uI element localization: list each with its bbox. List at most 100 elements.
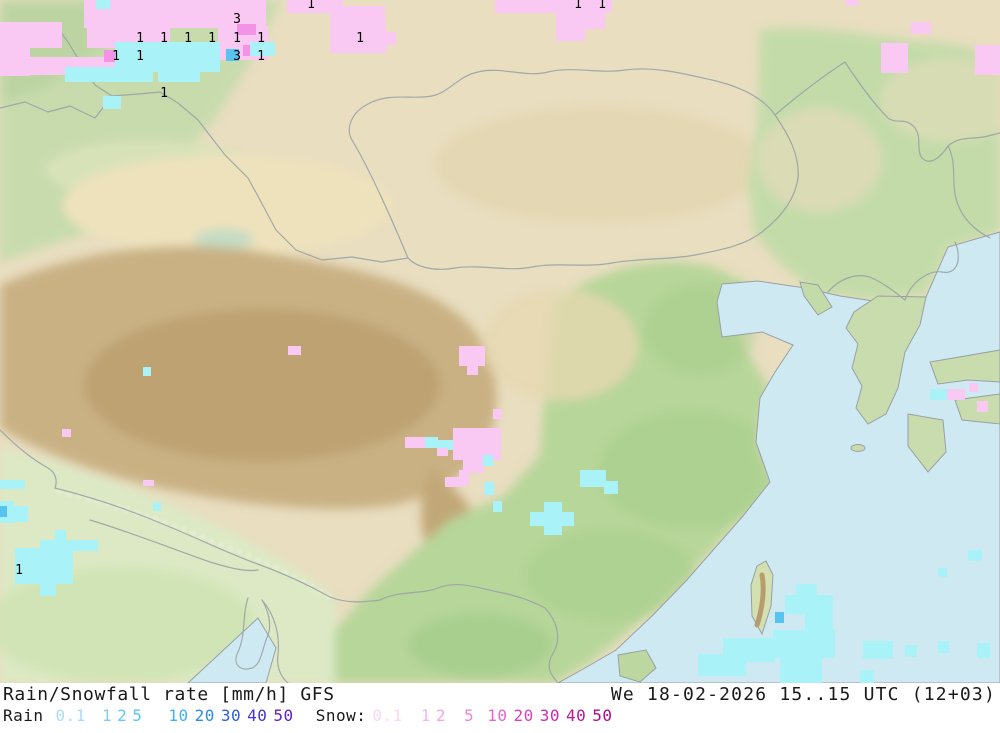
- precip-cell-rain: [604, 481, 618, 494]
- precip-cell-rain2: [775, 612, 784, 623]
- precip-cell-snow: [62, 429, 71, 437]
- footer: Rain/Snowfall rate [mm/h] GFS We 18-02-2…: [0, 683, 1000, 733]
- precipitation-layer: [0, 0, 1000, 683]
- map-value-label: 1: [598, 0, 606, 12]
- precip-cell-snow: [911, 22, 931, 34]
- precip-cell-rain: [863, 641, 893, 659]
- precip-cell-snow: [445, 477, 461, 487]
- map-value-label: 1: [307, 0, 315, 12]
- map-value-label: 1: [15, 563, 23, 578]
- precip-cell-rain: [773, 630, 835, 658]
- precip-cell-rain: [484, 482, 494, 495]
- precip-cell-snow: [288, 346, 301, 355]
- map-value-label: 1: [356, 31, 364, 46]
- snow-label: Snow:: [315, 706, 367, 725]
- precip-cell-snow: [969, 383, 978, 392]
- snow-scale: 0.1 1 2 5 10 20 30 40 50: [366, 706, 612, 725]
- precip-cell-snow: [143, 480, 154, 486]
- precip-cell-snow2: [243, 45, 256, 56]
- precip-cell-snow: [975, 45, 1000, 75]
- precip-cell-rain: [143, 367, 151, 376]
- precip-cell-snow: [846, 0, 858, 6]
- precip-cell-snow: [330, 6, 385, 22]
- himalaya-snow-caps: [57, 490, 333, 601]
- precip-cell-rain: [483, 455, 493, 466]
- islands-layer: [617, 281, 1000, 683]
- precip-cell-snow: [228, 0, 266, 28]
- legend-value: 1: [101, 706, 113, 725]
- precip-cell-rain: [938, 568, 947, 577]
- precip-cell-rain: [968, 550, 982, 561]
- legend-value: 2: [435, 706, 447, 725]
- precip-cell-snow: [463, 455, 484, 473]
- precip-cell-rain: [938, 641, 949, 653]
- legend-value: 30: [220, 706, 242, 725]
- precip-cell-snow: [977, 401, 988, 412]
- map-value-label: 1: [112, 49, 120, 64]
- legend-value: 1: [420, 706, 431, 725]
- precip-cell-rain: [493, 501, 502, 512]
- legend-value: 10: [168, 706, 189, 725]
- precip-cell-rain2: [226, 49, 239, 61]
- precip-cell-rain: [930, 389, 948, 400]
- legend-value: 20: [194, 706, 215, 725]
- map-datetime: We 18-02-2026 15..15 UTC (12+03): [610, 684, 996, 705]
- precip-cell-rain: [785, 595, 833, 614]
- precip-cell-snow: [459, 346, 485, 366]
- map-image: 1 1 1 3 1 1 1 1 1 1 1 1 1 3 1 1 1: [0, 0, 1000, 683]
- rain-scale: 0.1 1 2 5 10 20 30 40 50: [44, 706, 294, 725]
- precip-cell-rain: [153, 502, 161, 511]
- precip-cell-snow: [467, 366, 478, 375]
- legend-value: 20: [513, 706, 534, 725]
- precip-cell-snow: [0, 22, 62, 48]
- footer-title-row: Rain/Snowfall rate [mm/h] GFS We 18-02-2…: [3, 684, 996, 706]
- legend-value: 10: [487, 706, 508, 725]
- precip-cell-rain: [796, 584, 817, 595]
- map-value-label: 1: [257, 49, 265, 64]
- precip-cell-rain: [40, 582, 56, 596]
- precip-cell-rain: [96, 0, 110, 9]
- precip-cell-rain: [425, 437, 438, 448]
- legend-value: 0.1: [55, 706, 86, 725]
- precip-cell-rain: [805, 612, 833, 630]
- precip-cell-snow: [947, 389, 965, 400]
- precip-cell-rain: [250, 42, 275, 56]
- map-value-label: 3: [233, 49, 241, 64]
- precip-cell-snow: [453, 428, 501, 460]
- map-value-label: 1: [257, 31, 265, 46]
- rain-label: Rain: [3, 706, 44, 725]
- precip-cell-rain: [437, 440, 453, 450]
- precip-cell-snow: [600, 0, 612, 9]
- map-value-label: 1: [136, 31, 144, 46]
- precip-cell-rain: [780, 656, 822, 683]
- precip-cell-rain: [40, 540, 98, 551]
- legend-value: 40: [565, 706, 587, 725]
- precip-cell-snow: [459, 470, 469, 486]
- precip-cell-rain: [0, 480, 25, 489]
- map-value-label: 1: [574, 0, 582, 12]
- map-value-label: 1: [136, 49, 144, 64]
- precip-cell-rain: [977, 643, 990, 658]
- precip-cell-rain: [158, 70, 200, 82]
- legend-value: 50: [592, 706, 613, 725]
- map-value-label: 1: [160, 86, 168, 101]
- precip-cell-snow: [330, 22, 386, 53]
- precip-cell-rain: [65, 67, 153, 82]
- precip-cell-snow: [493, 409, 502, 419]
- map-values-layer: 1 1 1 3 1 1 1 1 1 1 1 1 1 3 1 1 1: [15, 0, 606, 578]
- precip-cell-snow: [585, 12, 605, 29]
- legend-value: 2: [117, 706, 128, 725]
- map-value-label: 1: [233, 31, 241, 46]
- precip-cell-rain2: [0, 506, 7, 517]
- precip-cell-snow: [405, 437, 428, 448]
- legend-value: 5: [132, 706, 143, 725]
- precip-cell-rain: [15, 548, 73, 584]
- precip-cell-snow: [556, 12, 585, 41]
- precip-cell-rain: [544, 502, 562, 535]
- precip-cell-snow: [437, 448, 448, 456]
- legend-value: 40: [247, 706, 268, 725]
- precip-cell-snow: [881, 43, 908, 73]
- precip-cell-rain: [860, 670, 874, 683]
- legend-value: 0.1: [372, 706, 403, 725]
